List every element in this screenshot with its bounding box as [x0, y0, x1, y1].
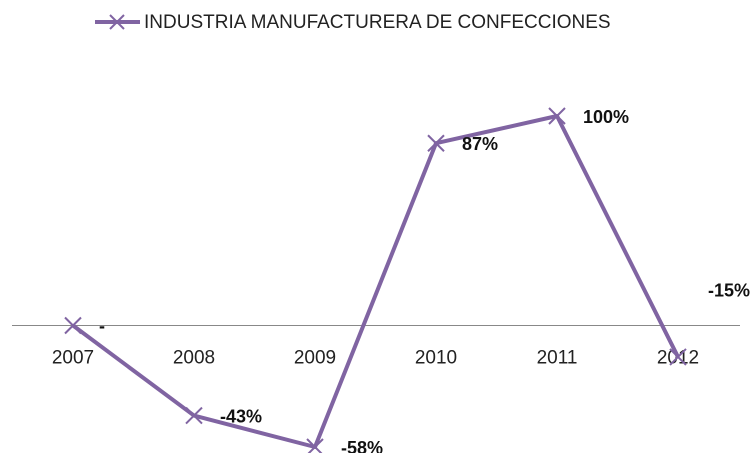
point-marker	[427, 134, 445, 152]
x-tick-label: 2010	[415, 348, 457, 369]
data-label: -	[99, 316, 105, 336]
line	[71, 114, 680, 449]
x-tick-label: 2009	[294, 348, 336, 369]
x-tick-label: 2008	[173, 348, 215, 369]
point-marker	[64, 316, 82, 335]
point-marker	[548, 107, 566, 125]
point-marker	[306, 438, 324, 456]
data-label: 87%	[462, 134, 498, 154]
x-tick-label: 2007	[52, 348, 94, 369]
point-marker	[669, 348, 687, 366]
data-label: 100%	[583, 107, 629, 127]
x-tick-label: 2011	[537, 348, 578, 369]
legend: INDUSTRIA MANUFACTURERA DE CONFECCIONES	[95, 12, 611, 33]
legend-marker	[109, 14, 125, 30]
data-label: -43%	[220, 406, 262, 426]
data-label: -15%	[708, 281, 750, 301]
point-marker	[185, 406, 203, 425]
legend-label: INDUSTRIA MANUFACTURERA DE CONFECCIONES	[144, 12, 611, 33]
data-label: -58%	[341, 438, 383, 453]
